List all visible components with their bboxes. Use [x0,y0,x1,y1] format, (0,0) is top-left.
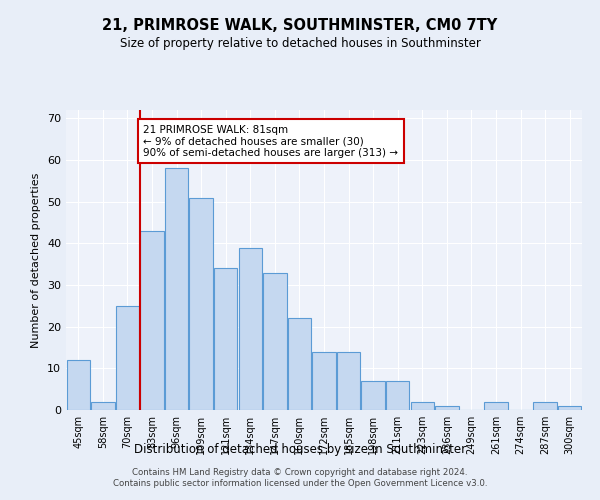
Bar [116,306,139,410]
Bar [288,318,311,410]
Bar [386,381,409,410]
Bar [67,360,90,410]
Text: Size of property relative to detached houses in Southminster: Size of property relative to detached ho… [119,38,481,51]
Bar [214,268,238,410]
Bar [239,248,262,410]
Bar [533,402,557,410]
Bar [484,402,508,410]
Text: Contains HM Land Registry data © Crown copyright and database right 2024.
Contai: Contains HM Land Registry data © Crown c… [113,468,487,487]
Bar [140,231,164,410]
Y-axis label: Number of detached properties: Number of detached properties [31,172,41,348]
Bar [337,352,360,410]
Bar [313,352,335,410]
Text: 21 PRIMROSE WALK: 81sqm
← 9% of detached houses are smaller (30)
90% of semi-det: 21 PRIMROSE WALK: 81sqm ← 9% of detached… [143,124,398,158]
Bar [435,406,458,410]
Bar [558,406,581,410]
Bar [410,402,434,410]
Bar [263,272,287,410]
Text: Distribution of detached houses by size in Southminster: Distribution of detached houses by size … [134,442,466,456]
Bar [165,168,188,410]
Bar [361,381,385,410]
Text: 21, PRIMROSE WALK, SOUTHMINSTER, CM0 7TY: 21, PRIMROSE WALK, SOUTHMINSTER, CM0 7TY [103,18,497,32]
Bar [190,198,213,410]
Bar [91,402,115,410]
